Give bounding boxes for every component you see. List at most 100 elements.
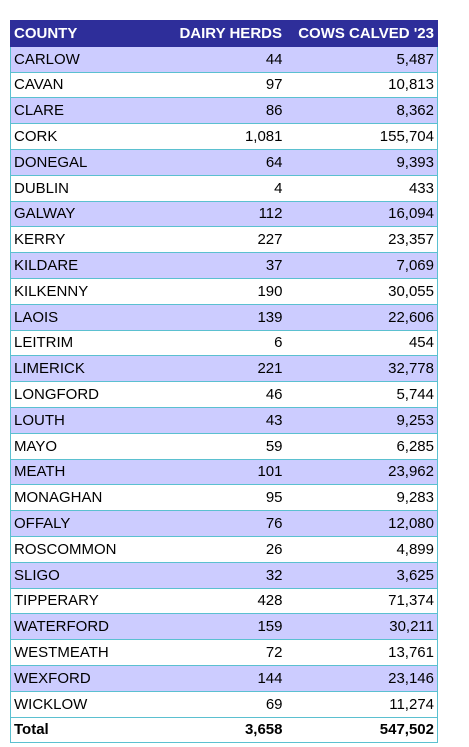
- dairy-herds-table-container: COUNTY DAIRY HERDS COWS CALVED '23 CARLO…: [10, 20, 438, 744]
- table-row: CAVAN 97 10,813: [10, 71, 438, 99]
- cell-dairy-herds: 227: [165, 226, 286, 254]
- table-row: WEXFORD 144 23,146: [10, 664, 438, 692]
- table-row: LAOIS 139 22,606: [10, 303, 438, 331]
- cell-cows-calved: 9,283: [285, 484, 438, 512]
- table-row: KERRY 227 23,357: [10, 226, 438, 254]
- cell-county: LAOIS: [10, 303, 166, 331]
- cell-county: CLARE: [10, 97, 166, 125]
- table-row: WATERFORD 159 30,211: [10, 613, 438, 641]
- cell-cows-calved: 16,094: [285, 200, 438, 228]
- cell-county: CORK: [10, 123, 166, 150]
- table-row: ROSCOMMON 26 4,899: [10, 535, 438, 563]
- cell-county: LIMERICK: [10, 355, 166, 383]
- cell-cows-calved: 155,704: [285, 123, 438, 150]
- cell-dairy-herds: 72: [165, 639, 286, 666]
- cell-county: WESTMEATH: [10, 639, 166, 666]
- column-header-cows-calved: COWS CALVED '23: [285, 20, 438, 47]
- table-row: CORK 1,081 155,704: [10, 123, 438, 150]
- cell-dairy-herds: 101: [165, 458, 286, 486]
- table-row: MEATH 101 23,962: [10, 458, 438, 486]
- cell-dairy-herds: 139: [165, 303, 286, 331]
- total-cows-calved: 547,502: [285, 716, 438, 744]
- table-row: WICKLOW 69 11,274: [10, 690, 438, 718]
- cell-cows-calved: 9,393: [285, 148, 438, 176]
- cell-dairy-herds: 46: [165, 381, 286, 408]
- cell-cows-calved: 9,253: [285, 406, 438, 434]
- cell-dairy-herds: 26: [165, 535, 286, 563]
- cell-county: DONEGAL: [10, 148, 166, 176]
- table-row: LIMERICK 221 32,778: [10, 355, 438, 383]
- cell-county: TIPPERARY: [10, 587, 166, 615]
- cell-cows-calved: 454: [285, 329, 438, 357]
- cell-cows-calved: 7,069: [285, 252, 438, 279]
- cell-county: LEITRIM: [10, 329, 166, 357]
- column-header-dairy-herds: DAIRY HERDS: [165, 20, 286, 47]
- cell-dairy-herds: 190: [165, 277, 286, 305]
- total-dairy-herds: 3,658: [165, 716, 286, 744]
- cell-dairy-herds: 44: [165, 45, 286, 73]
- cell-cows-calved: 433: [285, 174, 438, 202]
- table-body: CARLOW 44 5,487 CAVAN 97 10,813 CLARE 86 8,362 CO…: [10, 45, 438, 718]
- cell-dairy-herds: 221: [165, 355, 286, 383]
- cell-cows-calved: 5,487: [285, 45, 438, 73]
- column-header-county: COUNTY: [10, 20, 166, 47]
- table-row: OFFALY 76 12,080: [10, 510, 438, 537]
- cell-cows-calved: 8,362: [285, 97, 438, 125]
- table-row: DUBLIN 4 433: [10, 174, 438, 202]
- cell-county: WATERFORD: [10, 613, 166, 641]
- cell-dairy-herds: 144: [165, 664, 286, 692]
- cell-dairy-herds: 32: [165, 561, 286, 589]
- table-row: GALWAY 112 16,094: [10, 200, 438, 228]
- cell-county: SLIGO: [10, 561, 166, 589]
- cell-county: WICKLOW: [10, 690, 166, 718]
- table-row: LOUTH 43 9,253: [10, 406, 438, 434]
- cell-cows-calved: 10,813: [285, 71, 438, 99]
- cell-cows-calved: 30,211: [285, 613, 438, 641]
- cell-cows-calved: 6,285: [285, 432, 438, 460]
- cell-cows-calved: 13,761: [285, 639, 438, 666]
- cell-dairy-herds: 76: [165, 510, 286, 537]
- cell-cows-calved: 71,374: [285, 587, 438, 615]
- cell-cows-calved: 30,055: [285, 277, 438, 305]
- cell-dairy-herds: 59: [165, 432, 286, 460]
- table-row: WESTMEATH 72 13,761: [10, 639, 438, 666]
- cell-county: LONGFORD: [10, 381, 166, 408]
- total-label: Total: [10, 716, 166, 744]
- cell-county: CAVAN: [10, 71, 166, 99]
- cell-cows-calved: 22,606: [285, 303, 438, 331]
- cell-county: MAYO: [10, 432, 166, 460]
- table-row: LONGFORD 46 5,744: [10, 381, 438, 408]
- cell-cows-calved: 12,080: [285, 510, 438, 537]
- cell-cows-calved: 4,899: [285, 535, 438, 563]
- cell-county: MONAGHAN: [10, 484, 166, 512]
- table-row: CLARE 86 8,362: [10, 97, 438, 125]
- cell-county: OFFALY: [10, 510, 166, 537]
- cell-dairy-herds: 86: [165, 97, 286, 125]
- cell-dairy-herds: 1,081: [165, 123, 286, 150]
- cell-dairy-herds: 112: [165, 200, 286, 228]
- cell-dairy-herds: 64: [165, 148, 286, 176]
- cell-cows-calved: 11,274: [285, 690, 438, 718]
- cell-cows-calved: 23,962: [285, 458, 438, 486]
- table-row: KILDARE 37 7,069: [10, 252, 438, 279]
- total-row: Total 3,658 547,502: [10, 716, 438, 744]
- cell-dairy-herds: 37: [165, 252, 286, 279]
- cell-dairy-herds: 97: [165, 71, 286, 99]
- cell-cows-calved: 5,744: [285, 381, 438, 408]
- header-row: COUNTY DAIRY HERDS COWS CALVED '23: [10, 20, 438, 47]
- cell-county: KILKENNY: [10, 277, 166, 305]
- cell-cows-calved: 23,146: [285, 664, 438, 692]
- cell-county: GALWAY: [10, 200, 166, 228]
- table-row: CARLOW 44 5,487: [10, 45, 438, 73]
- table-row: MONAGHAN 95 9,283: [10, 484, 438, 512]
- cell-county: ROSCOMMON: [10, 535, 166, 563]
- table-row: DONEGAL 64 9,393: [10, 148, 438, 176]
- cell-county: MEATH: [10, 458, 166, 486]
- cell-cows-calved: 3,625: [285, 561, 438, 589]
- table-row: TIPPERARY 428 71,374: [10, 587, 438, 615]
- cell-dairy-herds: 69: [165, 690, 286, 718]
- cell-dairy-herds: 428: [165, 587, 286, 615]
- cell-county: DUBLIN: [10, 174, 166, 202]
- table-row: KILKENNY 190 30,055: [10, 277, 438, 305]
- cell-county: WEXFORD: [10, 664, 166, 692]
